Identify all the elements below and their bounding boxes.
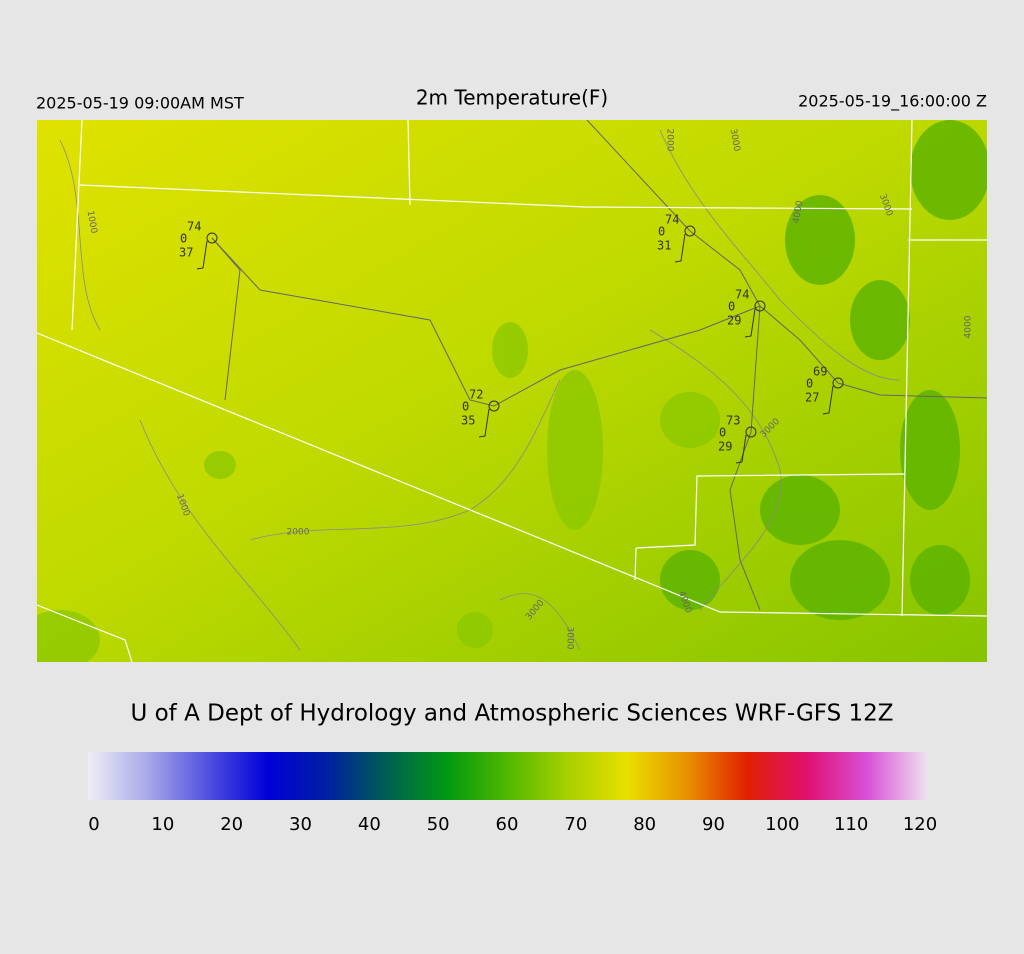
dewpoint: 31 <box>657 239 671 253</box>
contour-label: 3000 <box>565 627 575 650</box>
colorbar-tick-label: 30 <box>289 814 312 835</box>
colorbar-tick-label: 80 <box>633 814 656 835</box>
contour-label: 4000 <box>792 200 806 225</box>
wind-speed: 0 <box>462 400 469 414</box>
wind-barb <box>674 233 686 263</box>
colorbar-tick-label: 70 <box>564 814 587 835</box>
temperature: 69 <box>813 365 827 379</box>
credit: U of A Dept of Hydrology and Atmospheric… <box>130 701 893 727</box>
station-circle <box>745 426 757 438</box>
wind-barb <box>744 308 756 338</box>
roads <box>211 120 987 611</box>
contours <box>59 129 901 651</box>
contour-label: 3000 <box>728 128 742 153</box>
dewpoint: 27 <box>805 391 819 405</box>
dewpoint: 29 <box>727 314 741 328</box>
colorbar-tick-label: 20 <box>220 814 243 835</box>
temperature: 74 <box>665 213 679 227</box>
map-title: 2m Temperature(F) <box>416 86 608 110</box>
dewpoint: 29 <box>718 440 732 454</box>
valid-utc: 2025-05-19_16:00:00 Z <box>798 92 987 112</box>
colorbar-tick-label: 50 <box>427 814 450 835</box>
colorbar-tick-label: 60 <box>496 814 519 835</box>
temperature: 72 <box>469 388 483 402</box>
contour-label: 2000 <box>665 129 675 152</box>
wind-barb <box>735 434 747 464</box>
wind-speed: 0 <box>728 300 735 314</box>
colorbar-tick-label: 100 <box>765 814 799 835</box>
station-circle <box>754 300 766 312</box>
colorbar-tick-label: 90 <box>702 814 725 835</box>
station-circle <box>488 400 500 412</box>
temperature: 73 <box>726 414 740 428</box>
colorbar-tick-label: 110 <box>834 814 868 835</box>
colorbar <box>88 752 927 800</box>
station-circle <box>832 377 844 389</box>
contour-label: 1000 <box>85 210 99 235</box>
valid-local: 2025-05-19 09:00AM MST <box>36 94 244 113</box>
dewpoint: 35 <box>461 414 475 428</box>
wind-speed: 0 <box>719 426 726 440</box>
contour-label: 2000 <box>287 528 310 538</box>
terrain-shading-high <box>660 120 987 620</box>
station-circle <box>206 232 218 244</box>
colorbar-tick-label: 40 <box>358 814 381 835</box>
wind-barb <box>196 240 208 270</box>
wind-speed: 0 <box>180 232 187 246</box>
wind-barb <box>478 408 490 438</box>
map <box>37 120 987 662</box>
wind-speed: 0 <box>806 377 813 391</box>
colorbar-tick-label: 10 <box>151 814 174 835</box>
temperature: 74 <box>187 220 201 234</box>
contour-label: 4000 <box>964 315 974 338</box>
wind-speed: 0 <box>658 225 665 239</box>
wind-barb <box>822 385 834 415</box>
dewpoint: 37 <box>179 246 193 260</box>
station-circle <box>684 225 696 237</box>
colorbar-tick-label: 120 <box>903 814 937 835</box>
colorbar-tick-label: 0 <box>88 814 99 835</box>
colorbar-ticks: 0 10 20 30 40 50 60 70 80 90 100 110 120 <box>88 814 937 835</box>
temperature: 74 <box>735 288 749 302</box>
boundaries <box>37 120 987 662</box>
terrain-shading <box>37 322 720 662</box>
